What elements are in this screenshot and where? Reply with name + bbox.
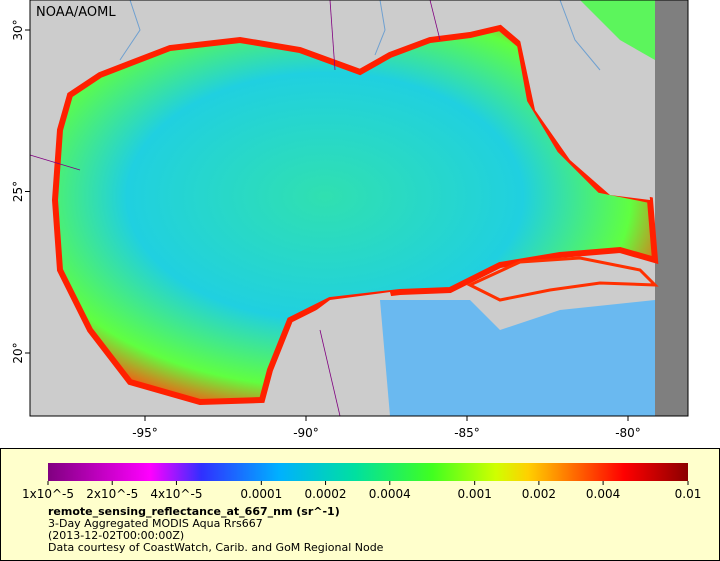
colorbar-label: 4x10^-5	[150, 487, 202, 501]
axes: -95° -90° -85° -80° 30° 25° 20°	[11, 19, 641, 440]
x-tick-label: -80°	[615, 426, 641, 440]
legend-line: 3-Day Aggregated MODIS Aqua Rrs667	[48, 517, 263, 530]
colorbar-label: 0.01	[675, 487, 702, 501]
atlantic-coast	[580, 0, 655, 60]
rivers	[119, 0, 601, 71]
legend-variable: remote_sensing_reflectance_at_667_nm (sr…	[48, 505, 340, 518]
caribbean-sea	[380, 300, 655, 416]
colorbar-label: 0.002	[522, 487, 556, 501]
colorbar-label: 1x10^-5	[22, 487, 74, 501]
cuba	[466, 256, 659, 302]
colorbar-label: 0.0004	[369, 487, 411, 501]
y-tick-label: 20°	[11, 342, 25, 363]
colorbar	[48, 463, 688, 481]
y-tick-label: 25°	[11, 181, 25, 202]
colorbar-label: 0.001	[457, 487, 491, 501]
colorbar-label: 0.0001	[240, 487, 282, 501]
map-frame	[29, 0, 689, 417]
yucatan	[275, 292, 400, 416]
x-tick-label: -90°	[293, 426, 319, 440]
legend-line: Data courtesy of CoastWatch, Carib. and …	[48, 541, 384, 554]
florida	[520, 30, 650, 200]
borders	[29, 0, 441, 417]
colorbar-label: 0.004	[586, 487, 620, 501]
colorbar-label: 2x10^-5	[86, 487, 138, 501]
colorbar-label: 0.0002	[305, 487, 347, 501]
credit: NOAA/AOML	[36, 5, 116, 20]
gulf-of-mexico	[51, 24, 659, 406]
x-tick-label: -95°	[132, 426, 158, 440]
map: NOAA/AOML	[29, 0, 689, 417]
legend-line: (2013-12-02T00:00:00Z)	[48, 529, 184, 542]
y-tick-label: 30°	[11, 19, 25, 40]
colorbar-labels: 1x10^-5 2x10^-5 4x10^-5 0.0001 0.0002 0.0004 0…	[22, 481, 701, 501]
no-data-area	[655, 0, 688, 416]
x-tick-label: -85°	[454, 426, 480, 440]
